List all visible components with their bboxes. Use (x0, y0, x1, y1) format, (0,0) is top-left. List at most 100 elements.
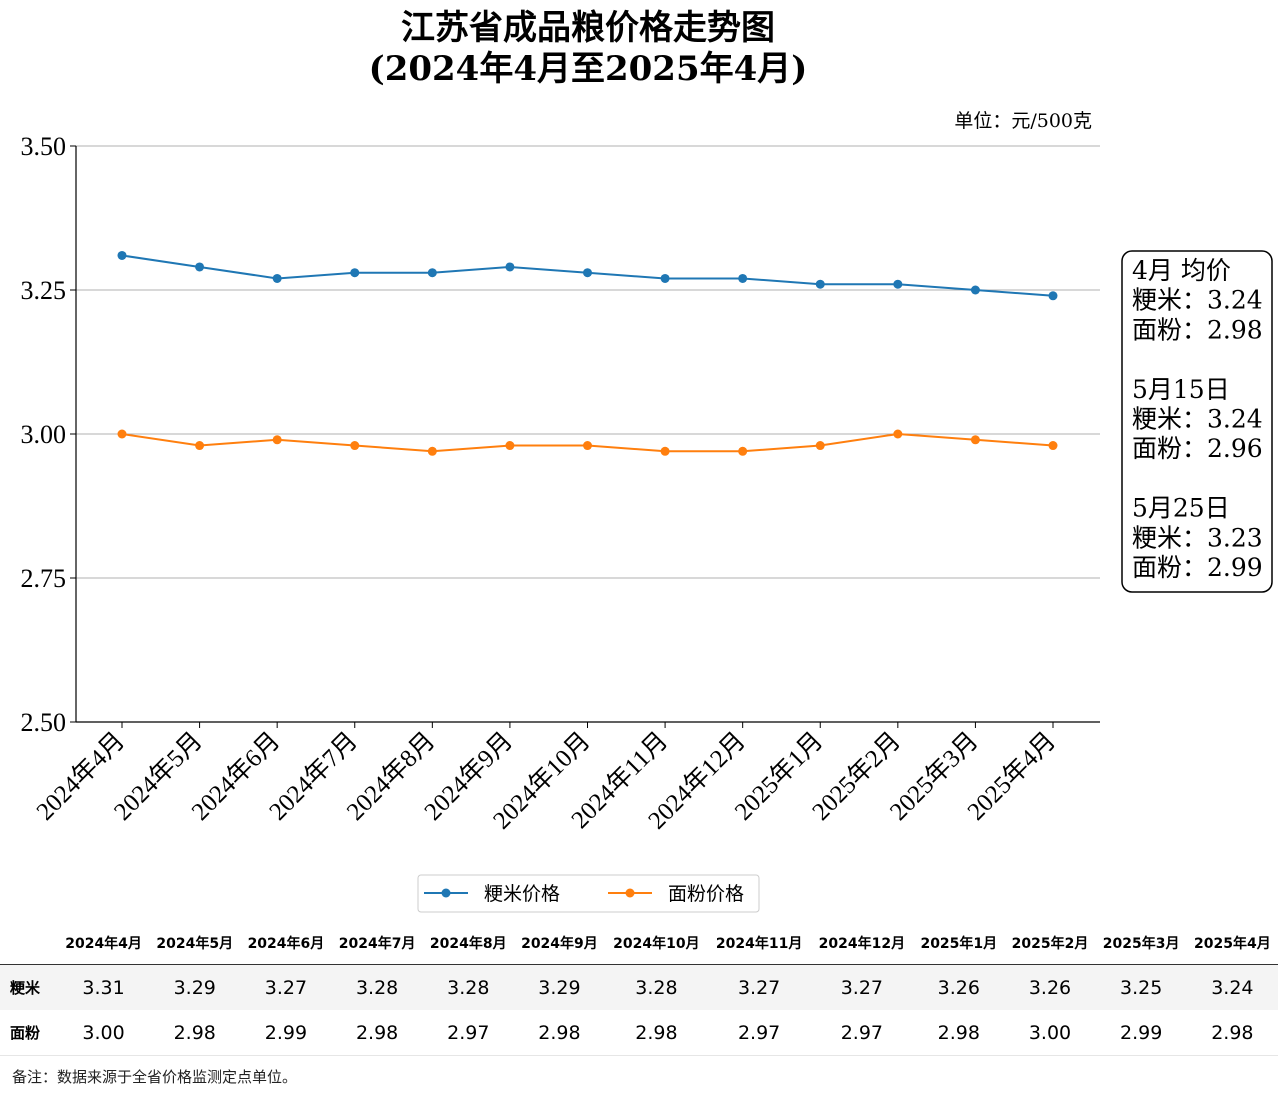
annotation-line-10: 面粉：2.99 (1132, 553, 1263, 582)
ytick-label-4: 3.50 (21, 132, 67, 161)
series-1-point-11 (970, 435, 980, 445)
series-0-point-12 (1048, 291, 1058, 301)
series-0-point-0 (117, 250, 127, 260)
table-header-cell: 2024年6月 (240, 922, 332, 965)
series-1-point-0 (117, 429, 127, 439)
table-header-cell: 2025年4月 (1186, 922, 1278, 965)
table-row-label: 面粉 (0, 1010, 58, 1056)
series-1-point-3 (350, 441, 360, 451)
legend-marker-0 (441, 888, 451, 898)
series-0-point-10 (893, 279, 903, 289)
series-0-point-7 (660, 273, 670, 283)
table-cell: 2.99 (240, 1010, 332, 1056)
table-row-label: 粳米 (0, 964, 58, 1010)
series-0-point-4 (427, 268, 437, 278)
unit-label: 单位：元/500克 (954, 110, 1092, 132)
annotation-line-5: 粳米：3.24 (1132, 405, 1263, 434)
table-cell: 2.97 (422, 1010, 514, 1056)
ytick-label-1: 2.75 (21, 564, 67, 593)
series-1-point-7 (660, 446, 670, 456)
legend-label-1: 面粉价格 (668, 883, 744, 905)
table-body: 粳米 3.31 3.29 3.27 3.28 3.28 3.29 3.28 3.27 3.27 3.… (0, 964, 1278, 1056)
series-0-point-9 (815, 279, 825, 289)
legend: 粳米价格 面粉价格 (417, 874, 760, 913)
series-0-point-2 (272, 273, 282, 283)
table-cell: 3.27 (240, 964, 332, 1010)
table-header-cell: 2024年11月 (707, 922, 811, 965)
table-header-cell: 2025年3月 (1095, 922, 1187, 965)
table-header-cell: 2024年8月 (422, 922, 514, 965)
footnote: 备注：数据来源于全省价格监测定点单位。 (12, 1068, 298, 1086)
annotation-line-9: 粳米：3.23 (1132, 523, 1263, 552)
ytick-label-2: 3.00 (21, 420, 67, 449)
table-cell: 2.98 (1186, 1010, 1278, 1056)
table-cell: 2.97 (810, 1010, 914, 1056)
table-cell: 3.25 (1095, 964, 1187, 1010)
annotation-line-6: 面粉：2.96 (1132, 434, 1263, 463)
series-0-point-8 (738, 273, 748, 283)
annotation-frame (1121, 250, 1273, 593)
chart-title: 江苏省成品粮价格走势图 (401, 8, 775, 48)
table-row: 粳米 3.31 3.29 3.27 3.28 3.28 3.29 3.28 3.27 3.27 3.… (0, 964, 1278, 1010)
legend-frame (417, 874, 760, 913)
table-header-cell: 2024年9月 (513, 922, 606, 965)
series-1-point-9 (815, 441, 825, 451)
table-cell: 3.28 (605, 964, 708, 1010)
ytick-label-0: 2.50 (21, 708, 67, 737)
table-header-cell: 2024年10月 (605, 922, 708, 965)
annotation-line-1: 粳米：3.24 (1132, 286, 1263, 315)
table-cell: 2.98 (513, 1010, 606, 1056)
axes: 2.502.753.003.253.502024年4月2024年5月2024年6… (21, 132, 1100, 835)
price-table: 2024年4月 2024年5月 2024年6月 2024年7月 2024年8月 2024年… (0, 922, 1278, 1056)
series-1-point-4 (427, 446, 437, 456)
table-cell: 2.98 (331, 1010, 423, 1056)
table-header-cell: 2024年4月 (58, 922, 150, 965)
series-1-point-1 (195, 441, 205, 451)
series-lines (117, 250, 1058, 456)
ytick-label-3: 3.25 (21, 276, 67, 305)
table-header-cell: 2024年5月 (149, 922, 241, 965)
series-0-point-1 (195, 262, 205, 272)
table-cell: 2.98 (913, 1010, 1005, 1056)
table-cell: 3.28 (422, 964, 514, 1010)
series-0-point-6 (583, 268, 592, 278)
grid-lines (76, 145, 1100, 723)
line-chart: 江苏省成品粮价格走势图 (2024年4月至2025年4月) 单位：元/500克 … (21, 8, 1273, 913)
table-cell: 2.98 (149, 1010, 241, 1056)
table-header-cell: 2024年7月 (331, 922, 423, 965)
table-header-row: 2024年4月 2024年5月 2024年6月 2024年7月 2024年8月 2024年… (0, 922, 1278, 965)
table-cell: 3.26 (913, 964, 1005, 1010)
table-header-cell: 2025年2月 (1004, 922, 1096, 965)
table-row: 面粉 3.00 2.98 2.99 2.98 2.97 2.98 2.98 2.97 2.97 2.… (0, 1010, 1278, 1056)
table-header: 2024年4月 2024年5月 2024年6月 2024年7月 2024年8月 2024年… (0, 922, 1278, 965)
series-1-point-12 (1048, 441, 1058, 451)
table-cell: 3.29 (149, 964, 241, 1010)
table-cell: 3.00 (1004, 1010, 1096, 1056)
legend-label-0: 粳米价格 (484, 883, 560, 905)
series-1-point-2 (272, 435, 282, 445)
table-header-cell: 2024年12月 (810, 922, 914, 965)
series-1-point-5 (505, 441, 515, 451)
table-cell: 2.99 (1095, 1010, 1187, 1056)
series-0-point-11 (970, 285, 980, 295)
annotation-line-8: 5月25日 (1132, 494, 1230, 523)
table-header-cell: 2025年1月 (913, 922, 1005, 965)
legend-items: 粳米价格 面粉价格 (424, 883, 744, 905)
table-cell: 3.29 (513, 964, 606, 1010)
table-cell: 3.28 (331, 964, 423, 1010)
annotation-line-4: 5月15日 (1132, 375, 1230, 404)
table-cell: 3.00 (58, 1010, 150, 1056)
table-header-cell (0, 922, 58, 965)
series-1-point-10 (893, 429, 903, 439)
table-cell: 3.27 (810, 964, 914, 1010)
table-cell: 3.27 (707, 964, 811, 1010)
series-1-point-6 (583, 441, 592, 451)
table-cell: 3.24 (1186, 964, 1278, 1010)
series-0-point-3 (350, 268, 360, 278)
legend-marker-1 (625, 888, 635, 898)
annotation-line-2: 面粉：2.98 (1132, 315, 1263, 344)
table-cell: 2.97 (707, 1010, 811, 1056)
chart-subtitle: (2024年4月至2025年4月) (369, 49, 808, 89)
price-annotation-box: 4月 均价粳米：3.24面粉：2.985月15日粳米：3.24面粉：2.965月… (1121, 250, 1273, 593)
table-cell: 2.98 (605, 1010, 708, 1056)
